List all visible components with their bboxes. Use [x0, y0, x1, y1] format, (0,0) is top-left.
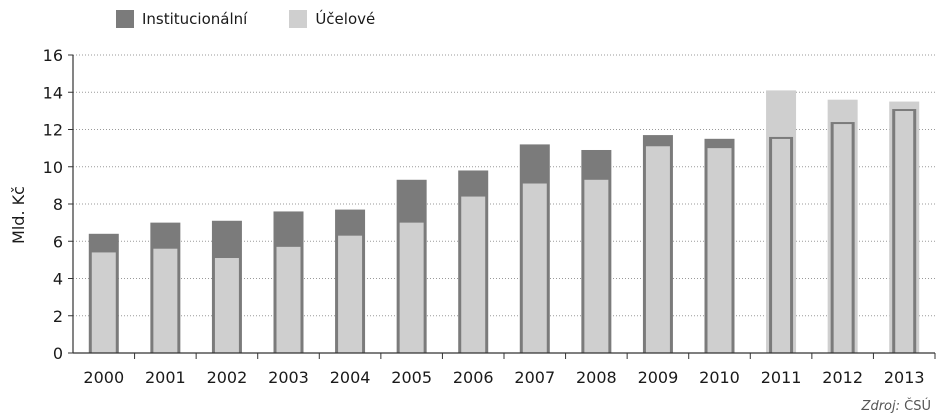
bar-ucelove	[338, 235, 363, 353]
x-tick-label: 2010	[699, 368, 740, 387]
source-note: Zdroj: ČSÚ	[862, 399, 931, 414]
legend: Institucionální Účelové	[116, 8, 417, 30]
x-tick-label: 2007	[514, 368, 555, 387]
bars	[88, 90, 920, 353]
source-prefix: Zdroj:	[861, 399, 900, 414]
bar-ucelove	[91, 252, 116, 353]
x-tick-label: 2009	[638, 368, 679, 387]
x-tick-label: 2002	[207, 368, 248, 387]
legend-item-ucelove: Účelové	[289, 10, 375, 28]
x-tick-label: 2008	[576, 368, 617, 387]
y-tick-label: 10	[43, 158, 63, 177]
x-tick-label: 2005	[391, 368, 432, 387]
bar-ucelove	[399, 222, 424, 353]
source-name: ČSÚ	[904, 399, 931, 414]
bar-ucelove	[153, 248, 178, 353]
legend-swatch-institucionalni	[116, 10, 134, 28]
bar-ucelove	[276, 246, 301, 353]
y-tick-label: 4	[53, 270, 63, 289]
x-ticks: 2000 2001 2002 2003 2004 2005 2006 2007 2008 2009…	[83, 353, 936, 387]
legend-item-institucionalni: Institucionální	[116, 10, 247, 28]
grid-lines	[73, 54, 935, 317]
bar-ucelove	[707, 148, 732, 353]
x-tick-label: 2000	[83, 368, 124, 387]
x-tick-label: 2003	[268, 368, 309, 387]
y-ticks: 0 2 4 6 8 10 12 14 16	[43, 46, 73, 363]
y-tick-label: 2	[53, 307, 63, 326]
x-tick-label: 2012	[822, 368, 863, 387]
legend-label-ucelove: Účelové	[315, 10, 376, 28]
x-tick-label: 2006	[453, 368, 494, 387]
y-tick-label: 14	[43, 83, 63, 102]
bar-ucelove-inner	[772, 138, 791, 353]
x-tick-label: 2004	[330, 368, 371, 387]
bar-ucelove	[522, 183, 547, 353]
x-tick-label: 2001	[145, 368, 186, 387]
bar-ucelove	[645, 146, 670, 353]
y-tick-label: 16	[43, 46, 63, 65]
bar-ucelove	[214, 258, 239, 353]
y-tick-label: 0	[53, 344, 63, 363]
bar-ucelove	[584, 179, 609, 353]
bar-ucelove	[461, 196, 486, 353]
bar-ucelove-inner	[895, 111, 914, 353]
legend-label-institucionalni: Institucionální	[142, 10, 248, 28]
y-tick-label: 8	[53, 195, 63, 214]
y-tick-label: 12	[43, 121, 63, 140]
x-tick-label: 2011	[761, 368, 802, 387]
legend-swatch-ucelove	[289, 10, 308, 28]
y-axis-label: Mld. Kč	[9, 186, 28, 244]
x-tick-label: 2013	[884, 368, 925, 387]
bar-ucelove-inner	[833, 124, 852, 353]
y-tick-label: 6	[53, 232, 63, 251]
